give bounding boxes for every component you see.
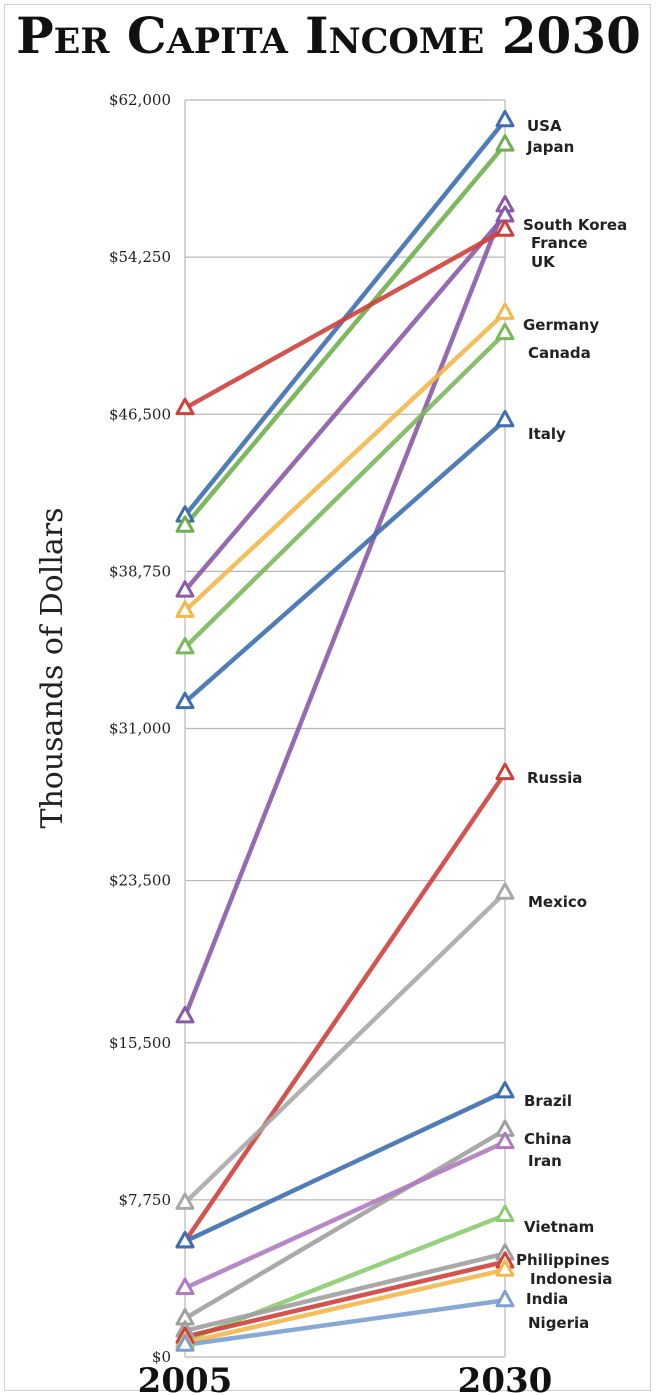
marker-japan-2005 — [175, 515, 195, 533]
y-tick-label: $31,000 — [109, 720, 171, 738]
marker-mexico-2005 — [175, 1192, 195, 1210]
marker-iran-2030 — [495, 1131, 515, 1150]
marker-nigeria-2030 — [495, 1289, 515, 1308]
series-label-uk: UK — [531, 253, 556, 271]
y-tick-label: $54,250 — [109, 248, 171, 266]
series-line-nigeria — [182, 1297, 508, 1348]
y-tick-label: $15,500 — [109, 1034, 171, 1052]
marker-vietnam-2030 — [495, 1204, 515, 1223]
marker-germany-2005 — [175, 600, 195, 618]
marker-uk-2005 — [175, 397, 195, 416]
chart-title: Per Capita Income 2030 — [16, 6, 641, 65]
series-line-germany — [182, 310, 508, 614]
y-tick-label: $0 — [152, 1348, 171, 1366]
series-label-canada: Canada — [528, 344, 591, 362]
y-tick-label: $38,750 — [109, 562, 171, 580]
marker-russia-2030 — [495, 762, 515, 781]
marker-uk-2030 — [495, 219, 515, 237]
marker-germany-2030 — [495, 302, 515, 320]
series-label-italy: Italy — [528, 425, 566, 443]
series-label-philippines: Philippines — [516, 1251, 610, 1269]
marker-nigeria-2005 — [175, 1334, 195, 1352]
marker-south-korea-2005 — [175, 1005, 195, 1024]
series-label-nigeria: Nigeria — [528, 1314, 589, 1332]
series-line-italy — [182, 418, 508, 705]
series-line-uk — [182, 227, 508, 411]
y-tick-label: $7,750 — [119, 1191, 172, 1209]
marker-canada-2005 — [175, 636, 195, 655]
chart-frame — [4, 4, 651, 1391]
series-label-germany: Germany — [523, 316, 599, 334]
series-line-russia — [182, 770, 508, 1244]
series-label-russia: Russia — [527, 769, 582, 787]
y-tick-label: $23,500 — [109, 872, 171, 890]
series-line-iran — [182, 1139, 508, 1291]
series-line-japan — [182, 142, 508, 529]
marker-italy-2030 — [495, 409, 515, 428]
x-tick-label: 2005 — [138, 1361, 233, 1395]
series-label-usa: USA — [527, 117, 562, 135]
series-line-china — [182, 1127, 508, 1321]
series-line-brazil — [182, 1089, 508, 1244]
series-label-india: India — [526, 1290, 568, 1308]
series-line-indonesia — [182, 1259, 508, 1339]
marker-mexico-2030 — [495, 882, 515, 900]
series-label-brazil: Brazil — [524, 1092, 572, 1110]
series-line-south-korea — [182, 203, 508, 1019]
y-axis-label: Thousands of Dollars — [35, 507, 70, 828]
series-label-japan: Japan — [526, 138, 574, 156]
series-line-philippines — [182, 1251, 508, 1333]
series-line-india — [182, 1267, 508, 1346]
marker-france-2005 — [175, 580, 195, 598]
marker-canada-2030 — [495, 322, 515, 341]
series-label-france: France — [531, 234, 588, 252]
marker-brazil-2030 — [495, 1080, 515, 1099]
marker-usa-2030 — [495, 109, 515, 128]
x-tick-label: 2030 — [458, 1361, 553, 1395]
marker-india-2030 — [495, 1259, 515, 1277]
series-label-mexico: Mexico — [528, 893, 587, 911]
series-label-indonesia: Indonesia — [530, 1270, 612, 1288]
marker-brazil-2005 — [175, 1231, 195, 1249]
marker-italy-2005 — [175, 691, 195, 710]
y-tick-label: $46,500 — [109, 405, 171, 423]
series-line-mexico — [182, 890, 508, 1206]
marker-iran-2005 — [175, 1277, 195, 1296]
marker-japan-2030 — [495, 134, 515, 152]
series-line-france — [182, 213, 508, 593]
y-tick-label: $62,000 — [109, 91, 171, 109]
series-label-iran: Iran — [528, 1152, 562, 1170]
series-label-china: China — [524, 1130, 572, 1148]
series-line-canada — [182, 330, 508, 650]
series-label-south-korea: South Korea — [523, 216, 627, 234]
series-label-vietnam: Vietnam — [524, 1218, 594, 1236]
